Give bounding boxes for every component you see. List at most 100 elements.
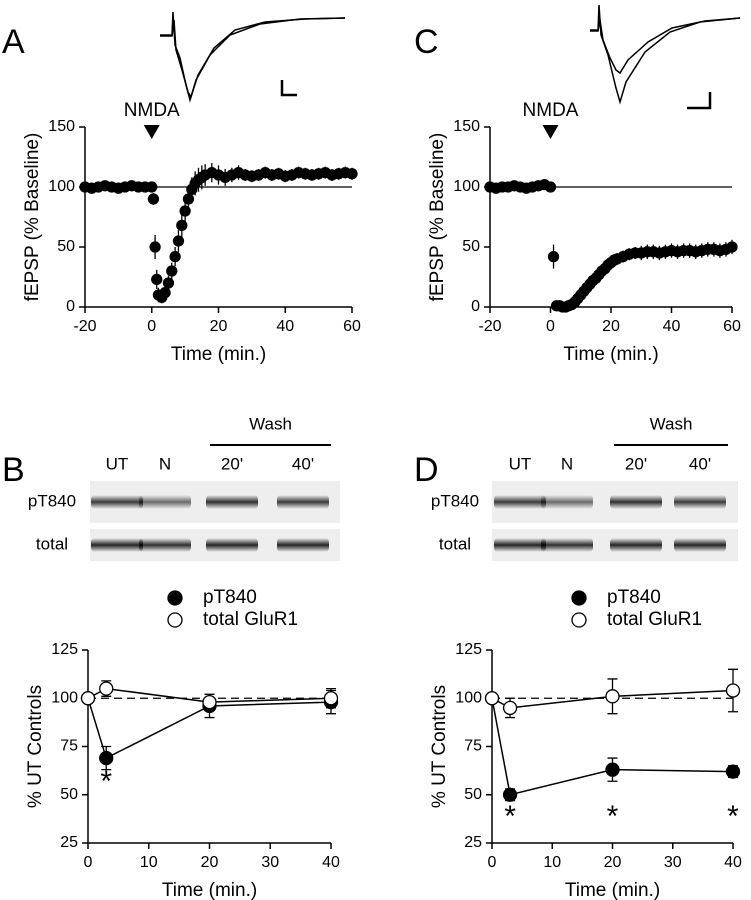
data-point [202,694,217,710]
x-tick-label: -20 [73,318,96,335]
data-point [725,764,741,779]
y-tick-label: 75 [60,738,78,755]
y-tick-label: 0 [66,298,75,315]
data-point [146,181,158,193]
y-axis-title: % UT Controls [25,685,46,808]
y-tick-label: 150 [48,118,75,135]
blot-band [206,538,258,552]
lane-label: UT [509,454,532,473]
data-point [99,681,114,696]
data-point [726,241,738,253]
legend-label: total GluR1 [203,609,298,630]
x-axis-title: Time (min.) [171,344,266,365]
annotation-label: * [607,800,619,833]
data-point [502,787,518,802]
x-tick-label: 40 [724,854,742,871]
data-point [484,691,500,706]
x-tick-label: 10 [543,854,561,871]
annotation-label: * [727,800,739,833]
y-axis-title: fEPSP (% Baseline) [22,133,43,302]
y-tick-label: 0 [471,298,480,315]
x-tick-label: 20 [210,318,228,335]
x-tick-label: -20 [478,318,501,335]
y-axis-title: fEPSP (% Baseline) [427,133,448,302]
y-tick-label: 50 [464,786,482,803]
data-point [323,691,339,706]
data-point [149,241,161,253]
blot-band [139,495,191,509]
data-point [346,168,358,180]
row-label: total [439,534,471,553]
y-tick-label: 50 [57,238,75,255]
x-axis-title: Time (min.) [565,880,660,900]
lane-label: UT [106,454,129,473]
data-point [176,219,188,232]
blot-band [494,495,546,509]
x-tick-label: 20 [602,318,620,335]
lane-label: 20' [221,454,243,473]
lane-label: 20' [625,454,647,473]
annotation-label: NMDA [523,100,579,121]
data-point [169,250,181,263]
data-point [99,750,114,766]
annotation-arrow [542,125,559,139]
legend-marker [571,590,587,606]
blot-band [91,538,143,552]
legend-marker [167,590,183,606]
x-tick-label: 40 [322,854,340,871]
data-point [166,265,178,277]
lane-label: N [561,454,573,473]
series-line [87,698,332,760]
data-point [80,691,96,706]
legend-marker [571,612,587,628]
blot-band [610,495,662,509]
data-point [502,700,518,716]
x-tick-label: 30 [261,854,279,871]
x-axis-title: Time (min.) [162,880,257,900]
data-point [605,689,620,704]
x-tick-label: 40 [663,318,681,335]
y-tick-label: 25 [464,834,482,851]
series-line [491,698,734,796]
y-tick-label: 100 [48,178,75,195]
x-tick-label: 60 [723,318,741,335]
data-point [162,277,175,289]
lane-label: 40' [689,454,711,473]
y-tick-label: 100 [455,689,482,706]
blot-band [674,495,726,509]
panel-label: D [414,451,439,489]
lane-label: N [159,454,171,473]
y-axis-title: % UT Controls [429,685,450,808]
row-label: pT840 [431,491,479,510]
y-tick-label: 25 [60,834,78,851]
y-tick-label: 100 [51,689,78,706]
group-label: Wash [650,414,693,433]
annotation-label: NMDA [124,100,180,121]
data-point [547,250,560,263]
legend-marker [167,612,183,628]
blot-band [541,495,593,509]
blot-band [206,495,258,509]
data-point [605,762,620,777]
x-tick-label: 20 [604,854,622,871]
y-tick-label: 50 [60,786,78,803]
y-tick-label: 100 [453,178,480,195]
x-tick-label: 60 [343,318,361,335]
blot-band [277,495,329,509]
group-label: Wash [249,414,292,433]
y-tick-label: 50 [462,238,480,255]
data-point [544,181,557,193]
x-tick-label: 10 [140,854,158,871]
series-line [491,689,734,709]
annotation-arrow [143,125,160,139]
x-axis-title: Time (min.) [563,344,658,365]
data-point [147,193,160,205]
y-tick-label: 125 [455,641,482,658]
series-line [87,687,332,703]
legend-label: total GluR1 [607,609,702,630]
row-label: total [36,534,68,553]
panel-label: A [2,23,25,61]
panel-label: C [414,23,439,61]
